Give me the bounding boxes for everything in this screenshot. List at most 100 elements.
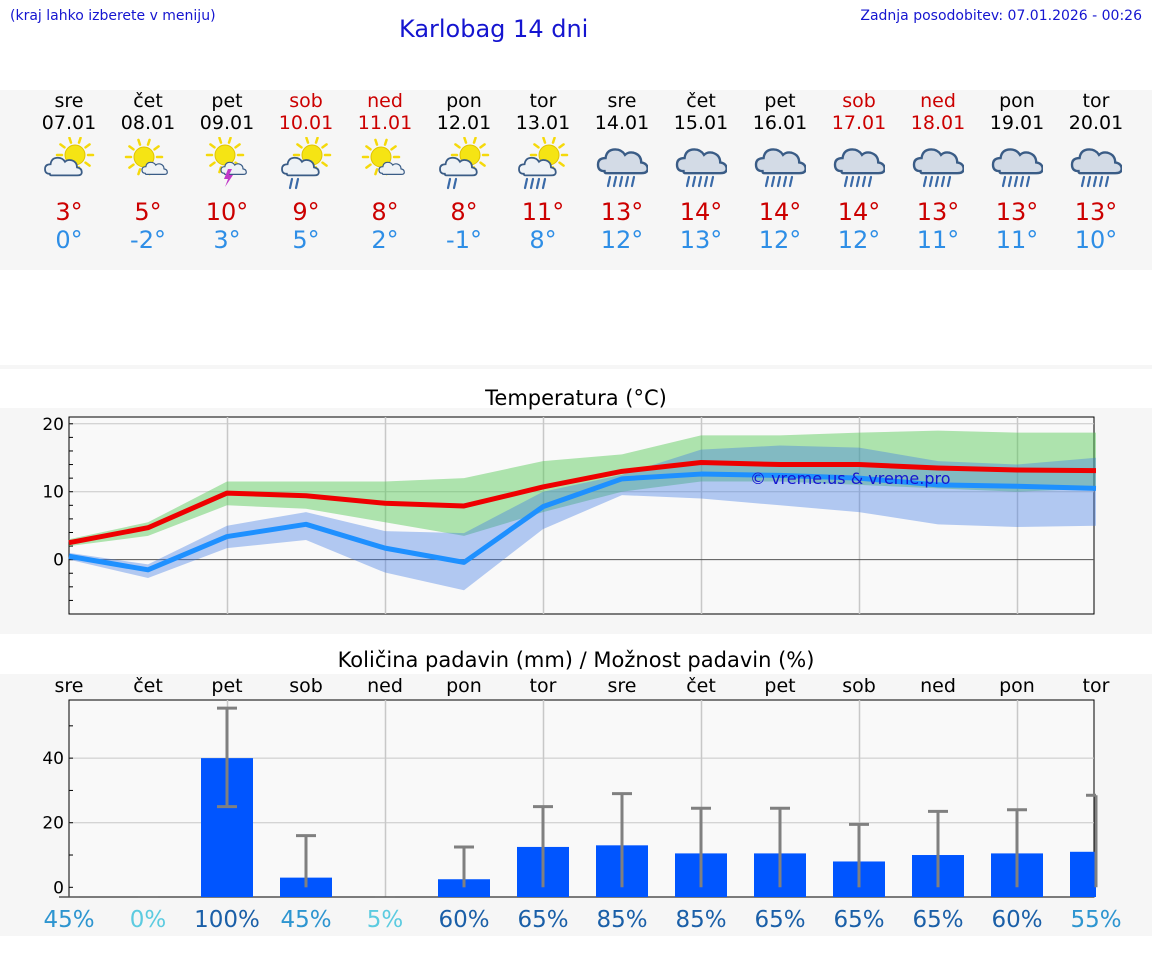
temp-min: 13° <box>679 226 723 254</box>
day-date: 12.01 <box>436 112 492 134</box>
temp-min: 5° <box>292 226 320 254</box>
day-name: tor <box>1082 90 1110 112</box>
max-temp-line <box>68 460 1097 546</box>
x-category-label: čet <box>686 675 716 697</box>
day-date: 18.01 <box>910 112 966 134</box>
y-tick-label: 20 <box>42 415 64 435</box>
min-temp-line <box>68 471 1097 573</box>
precip-chance-label: 85% <box>675 907 726 933</box>
rain-cloud-icon <box>596 148 648 188</box>
partly-cloudy-icon <box>44 137 95 177</box>
precip-chance-label: 55% <box>1070 907 1121 933</box>
x-category-label: sre <box>55 675 84 697</box>
x-category-label: pon <box>999 675 1035 697</box>
day-name: pon <box>446 90 482 112</box>
watermark: © vreme.us & vreme.pro <box>750 469 951 488</box>
separator <box>0 365 1152 369</box>
day-date: 08.01 <box>120 112 176 134</box>
day-date: 13.01 <box>515 112 571 134</box>
day-date: 10.01 <box>278 112 334 134</box>
y-tick-label: 0 <box>53 551 64 571</box>
temp-min: 11° <box>995 226 1039 254</box>
day-name: ned <box>920 90 956 112</box>
temp-max: 13° <box>600 198 644 226</box>
x-category-label: pet <box>764 675 795 697</box>
temp-max: 14° <box>837 198 881 226</box>
rain-cloud-icon <box>1070 148 1122 188</box>
sun-shower-icon <box>281 137 332 190</box>
day-name: čet <box>686 90 716 112</box>
rain-cloud-icon <box>833 148 885 188</box>
temp-max: 9° <box>292 198 320 226</box>
day-date: 17.01 <box>831 112 887 134</box>
temp-max: 11° <box>521 198 565 226</box>
day-name: pet <box>764 90 796 112</box>
precip-chance-label: 45% <box>280 907 331 933</box>
page-title: Karlobag 14 dni <box>399 15 589 43</box>
day-date: 11.01 <box>357 112 413 134</box>
x-category-label: sob <box>289 675 323 697</box>
day-date: 07.01 <box>41 112 97 134</box>
temp-max: 14° <box>758 198 802 226</box>
day-name: pet <box>211 90 243 112</box>
precip-chance-label: 5% <box>367 907 404 933</box>
day-name: sre <box>607 90 637 112</box>
last-update: Zadnja posodobitev: 07.01.2026 - 00:26 <box>860 8 1142 24</box>
temperature-chart-title: Temperatura (°C) <box>485 386 667 410</box>
precip-bar <box>1070 851 1096 897</box>
x-category-label: ned <box>920 675 956 697</box>
precip-chance-label: 60% <box>438 907 489 933</box>
x-category-label: tor <box>530 675 557 697</box>
temp-min: -2° <box>130 226 166 254</box>
y-tick-label: 40 <box>42 749 64 769</box>
day-date: 20.01 <box>1068 112 1124 134</box>
temp-min: 11° <box>916 226 960 254</box>
precip-chance-label: 65% <box>912 907 963 933</box>
day-name: sre <box>54 90 84 112</box>
temp-min: 12° <box>837 226 881 254</box>
y-tick-label: 10 <box>42 483 64 503</box>
precip-chance-label: 65% <box>754 907 805 933</box>
temp-min: 12° <box>758 226 802 254</box>
day-date: 16.01 <box>752 112 808 134</box>
rain-cloud-icon <box>912 148 964 188</box>
day-name: sob <box>289 90 323 112</box>
precip-chance-label: 45% <box>43 907 94 933</box>
precip-chance-label: 65% <box>517 907 568 933</box>
day-name: čet <box>133 90 163 112</box>
temp-min: 2° <box>371 226 399 254</box>
temp-min: 12° <box>600 226 644 254</box>
temp-max: 14° <box>679 198 723 226</box>
forecast-band <box>0 90 1152 270</box>
sun-shower-icon <box>439 137 490 190</box>
rain-cloud-icon <box>754 148 806 188</box>
x-category-label: tor <box>1083 675 1110 697</box>
min-band <box>69 445 1096 591</box>
x-category-label: sob <box>842 675 876 697</box>
temp-max: 8° <box>371 198 399 226</box>
sun-small-cloud-icon <box>361 138 405 176</box>
day-name: ned <box>367 90 403 112</box>
day-date: 09.01 <box>199 112 255 134</box>
temp-min: 8° <box>529 226 557 254</box>
x-category-label: sre <box>608 675 637 697</box>
x-category-label: pet <box>211 675 242 697</box>
temp-max: 10° <box>205 198 249 226</box>
max-band <box>69 430 1096 547</box>
temp-max: 13° <box>916 198 960 226</box>
day-date: 15.01 <box>673 112 729 134</box>
sun-rain-icon <box>518 137 569 190</box>
sun-small-cloud-icon <box>124 138 168 176</box>
precipitation-chart-title: Količina padavin (mm) / Možnost padavin … <box>337 648 815 672</box>
precip-chance-label: 85% <box>596 907 647 933</box>
temp-max: 3° <box>55 198 83 226</box>
temp-min: 0° <box>55 226 83 254</box>
y-tick-label: 20 <box>42 814 64 834</box>
temp-max: 8° <box>450 198 478 226</box>
y-tick-label: 0 <box>53 878 64 898</box>
temp-min: 3° <box>213 226 241 254</box>
temp-max: 13° <box>1074 198 1118 226</box>
temp-min: 10° <box>1074 226 1118 254</box>
location-hint: (kraj lahko izberete v meniju) <box>10 8 216 24</box>
